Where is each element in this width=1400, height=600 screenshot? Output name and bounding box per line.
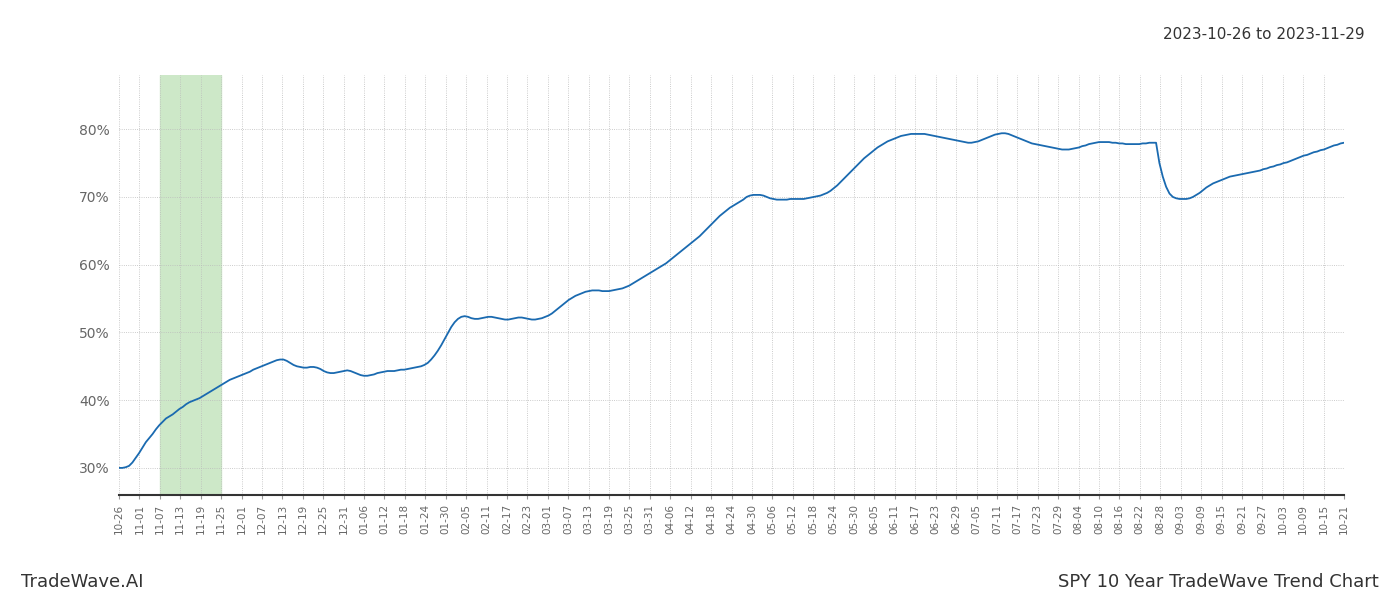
Text: 2023-10-26 to 2023-11-29: 2023-10-26 to 2023-11-29 (1163, 27, 1365, 42)
Text: TradeWave.AI: TradeWave.AI (21, 573, 143, 591)
Text: SPY 10 Year TradeWave Trend Chart: SPY 10 Year TradeWave Trend Chart (1058, 573, 1379, 591)
Bar (160, 75, 221, 495)
